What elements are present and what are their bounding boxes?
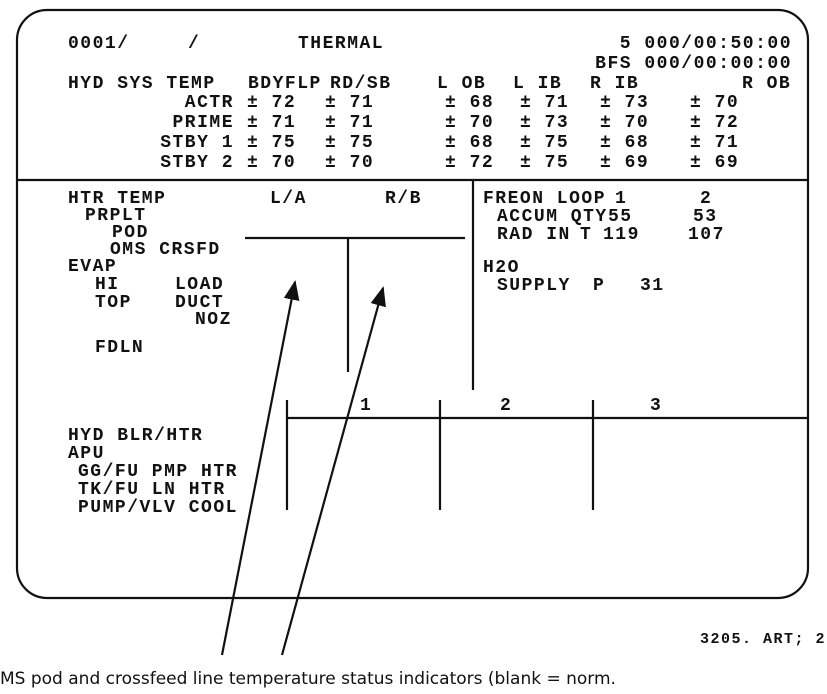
temp-value: ± 72: [445, 153, 494, 173]
label: OMS CRSFD: [110, 240, 221, 260]
row-label: STBY 1: [160, 133, 234, 153]
label: PRPLT: [85, 206, 147, 226]
label: DUCT: [175, 293, 224, 313]
column-header: R IB: [590, 74, 639, 94]
temp-value: ± 73: [520, 113, 569, 133]
caption: MS pod and crossfeed line temperature st…: [0, 669, 616, 689]
time: 5 000/00:50:00: [620, 34, 792, 54]
value: 31: [640, 276, 665, 296]
temp-value: ± 75: [520, 153, 569, 173]
temp-value: ± 70: [690, 93, 739, 113]
temp-value: ± 68: [600, 133, 649, 153]
label: LOAD: [175, 275, 224, 295]
temp-value: ± 68: [445, 133, 494, 153]
label: P: [593, 276, 605, 296]
label: H2O: [483, 258, 520, 278]
value: 2: [700, 189, 712, 209]
row-label: STBY 2: [160, 153, 234, 173]
label: 2: [500, 396, 512, 416]
label: EVAP: [68, 257, 117, 277]
row-label: PRIME: [172, 113, 234, 133]
label: FDLN: [95, 338, 144, 358]
value: 107: [688, 225, 725, 245]
label: T: [580, 225, 592, 245]
label: 1: [360, 396, 372, 416]
time: BFS 000/00:00:00: [595, 54, 792, 74]
temp-value: ± 71: [520, 93, 569, 113]
label: APU: [68, 444, 105, 464]
section-label: HYD SYS TEMP: [68, 74, 216, 94]
callout-arrow: [280, 286, 386, 656]
label: SUPPLY: [497, 276, 571, 296]
label: NOZ: [195, 310, 232, 330]
temp-value: ± 70: [325, 153, 374, 173]
temp-value: ± 71: [325, 93, 374, 113]
label: TK/FU LN HTR: [78, 480, 226, 500]
column-header: BDYFLP: [248, 74, 322, 94]
display-id: 0001/: [68, 34, 130, 54]
row-label: ACTR: [185, 93, 234, 113]
value: 119: [603, 225, 640, 245]
slash: /: [188, 34, 200, 54]
label: PUMP/VLV COOL: [78, 498, 238, 518]
label: GG/FU PMP HTR: [78, 462, 238, 482]
temp-value: ± 75: [247, 133, 296, 153]
label: R/B: [385, 189, 422, 209]
column-header: L IB: [513, 74, 562, 94]
temp-value: ± 70: [600, 113, 649, 133]
callout-arrow: [220, 280, 300, 656]
label: ACCUM QTY: [497, 207, 608, 227]
label: FREON LOOP: [483, 189, 606, 209]
temp-value: ± 71: [325, 113, 374, 133]
column-header: RD/SB: [330, 74, 392, 94]
temp-value: ± 71: [690, 133, 739, 153]
temp-value: ± 68: [445, 93, 494, 113]
column-header: L OB: [437, 74, 486, 94]
temp-value: ± 72: [690, 113, 739, 133]
value: 1: [615, 189, 627, 209]
temp-value: ± 73: [600, 93, 649, 113]
label: HTR TEMP: [68, 189, 166, 209]
label: POD: [112, 223, 149, 243]
figure-id: 3205. ART; 2: [700, 631, 826, 648]
label: 3: [650, 396, 662, 416]
temp-value: ± 71: [247, 113, 296, 133]
display-title: THERMAL: [298, 34, 384, 54]
temp-value: ± 75: [325, 133, 374, 153]
value: 53: [693, 207, 718, 227]
label: HYD BLR/HTR: [68, 426, 203, 446]
temp-value: ± 72: [247, 93, 296, 113]
label: TOP: [95, 293, 132, 313]
label: RAD IN: [497, 225, 571, 245]
value: 55: [608, 207, 633, 227]
screen-border: [15, 8, 810, 600]
column-header: R OB: [742, 74, 791, 94]
label: L/A: [270, 189, 307, 209]
temp-value: ± 69: [600, 153, 649, 173]
temp-value: ± 75: [520, 133, 569, 153]
temp-value: ± 70: [445, 113, 494, 133]
temp-value: ± 70: [247, 153, 296, 173]
label: HI: [95, 275, 120, 295]
temp-value: ± 69: [690, 153, 739, 173]
